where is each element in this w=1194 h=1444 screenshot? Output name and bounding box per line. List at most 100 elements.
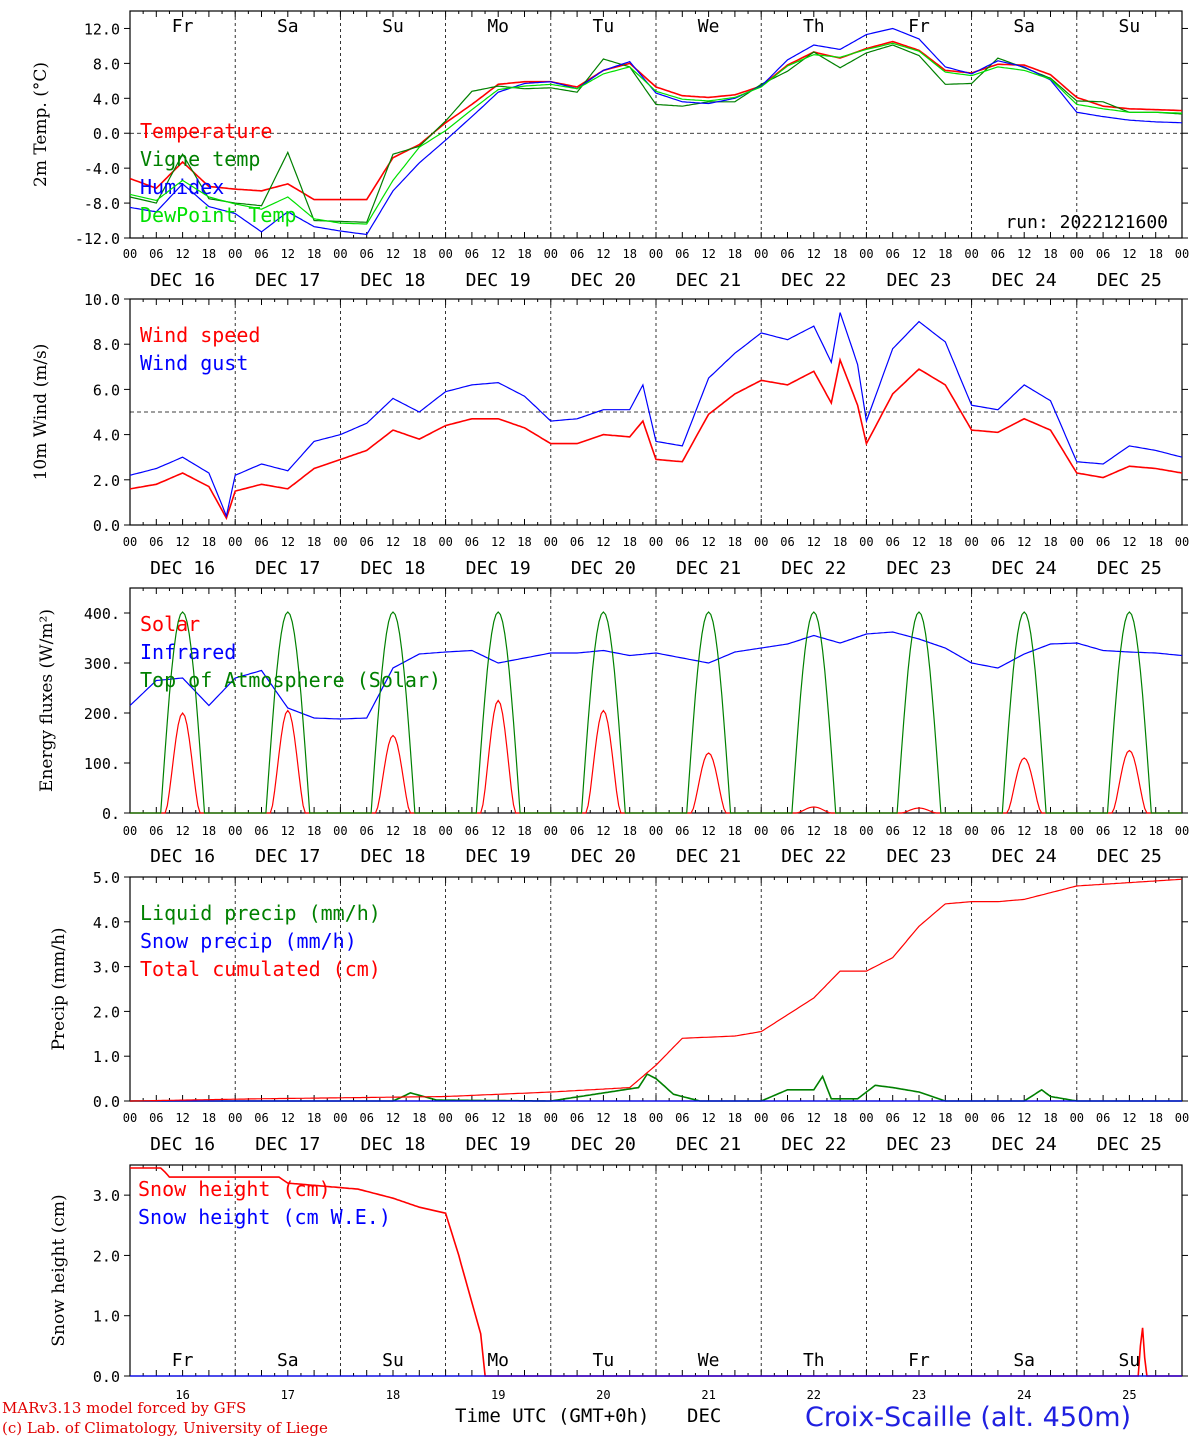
day-label: DEC 20 <box>571 558 636 579</box>
day-number-label: 24 <box>1017 1388 1031 1402</box>
legend-entry: Snow precip (mm/h) <box>140 929 357 953</box>
hour-tick-label: 00 <box>228 824 242 838</box>
hour-tick-label: 00 <box>964 535 978 549</box>
y-tick-label: 1.0 <box>93 1308 120 1326</box>
hour-tick-label: 12 <box>281 824 295 838</box>
hour-tick-label: 18 <box>1148 1111 1162 1125</box>
day-label: DEC 22 <box>781 558 846 579</box>
hour-tick-label: 00 <box>649 535 663 549</box>
hour-tick-label: 06 <box>1096 247 1110 261</box>
hour-tick-label: 06 <box>570 824 584 838</box>
series-line <box>130 611 1182 814</box>
hour-tick-label: 00 <box>333 535 347 549</box>
hour-tick-label: 18 <box>202 535 216 549</box>
y-axis-title: Precip (mm/h) <box>49 927 69 1050</box>
hour-tick-label: 00 <box>123 535 137 549</box>
hour-tick-label: 18 <box>622 535 636 549</box>
hour-tick-label: 00 <box>1070 535 1084 549</box>
hour-tick-label: 06 <box>780 824 794 838</box>
day-number-label: 16 <box>175 1388 189 1402</box>
day-label: DEC 16 <box>150 558 215 579</box>
hour-tick-label: 12 <box>175 247 189 261</box>
day-label: DEC 24 <box>992 846 1057 867</box>
hour-tick-label: 00 <box>1070 1111 1084 1125</box>
series-line <box>130 878 1183 1102</box>
hour-tick-label: 06 <box>885 535 899 549</box>
y-tick-label: 4.0 <box>93 90 120 108</box>
hour-tick-label: 06 <box>254 247 268 261</box>
hour-tick-label: 00 <box>754 535 768 549</box>
legend-entry: Top of Atmosphere (Solar) <box>140 668 441 692</box>
legend-entry: Snow height (cm) <box>138 1177 331 1201</box>
y-tick-label: 10.0 <box>84 291 120 309</box>
y-tick-label: 2.0 <box>93 472 120 490</box>
hour-tick-label: 00 <box>438 535 452 549</box>
hour-tick-label: 00 <box>1175 1111 1189 1125</box>
hour-tick-label: 06 <box>991 1111 1005 1125</box>
hour-tick-label: 06 <box>991 247 1005 261</box>
hour-tick-label: 00 <box>228 535 242 549</box>
legend-entry: Snow height (cm W.E.) <box>138 1205 391 1229</box>
y-tick-label: 2.0 <box>93 1247 120 1265</box>
day-label: DEC 18 <box>360 558 425 579</box>
hour-tick-label: 12 <box>912 535 926 549</box>
weekday-label: Sa <box>1013 1350 1035 1371</box>
hour-tick-label: 06 <box>991 535 1005 549</box>
weekday-label: Sa <box>277 16 299 37</box>
day-number-label: 23 <box>912 1388 926 1402</box>
hour-tick-label: 12 <box>701 824 715 838</box>
weekday-label: We <box>698 16 720 37</box>
day-label: DEC 25 <box>1097 846 1162 867</box>
hour-tick-label: 06 <box>675 247 689 261</box>
y-tick-label: 0.0 <box>93 1368 120 1386</box>
hour-tick-label: 18 <box>307 247 321 261</box>
hour-tick-label: 12 <box>491 247 505 261</box>
legend-entry: Vigne temp <box>140 147 260 171</box>
hour-tick-label: 12 <box>596 1111 610 1125</box>
weekday-label: Fr <box>908 16 930 37</box>
y-tick-label: 400. <box>84 605 120 623</box>
x-axis-month: DEC <box>687 1405 722 1427</box>
hour-tick-label: 00 <box>649 1111 663 1125</box>
day-label: DEC 24 <box>992 558 1057 579</box>
hour-tick-label: 12 <box>1017 824 1031 838</box>
legend-entry: Humidex <box>140 175 224 199</box>
hour-tick-label: 06 <box>780 247 794 261</box>
legend-entry: Liquid precip (mm/h) <box>140 901 381 925</box>
day-label: DEC 19 <box>466 846 531 867</box>
day-label: DEC 18 <box>360 270 425 291</box>
y-tick-label: 4.0 <box>93 427 120 445</box>
y-tick-label: 8.0 <box>93 55 120 73</box>
hour-tick-label: 12 <box>281 1111 295 1125</box>
hour-tick-label: 18 <box>1043 1111 1057 1125</box>
hour-tick-label: 00 <box>859 824 873 838</box>
day-label: DEC 17 <box>255 270 320 291</box>
hour-tick-label: 06 <box>991 824 1005 838</box>
hour-tick-label: 12 <box>596 824 610 838</box>
legend-entry: Wind speed <box>140 323 260 347</box>
hour-tick-label: 06 <box>359 247 373 261</box>
hour-tick-label: 12 <box>701 247 715 261</box>
hour-tick-label: 00 <box>544 535 558 549</box>
hour-tick-label: 00 <box>754 824 768 838</box>
day-label: DEC 16 <box>150 846 215 867</box>
hour-tick-label: 00 <box>1070 247 1084 261</box>
hour-tick-label: 18 <box>412 824 426 838</box>
weekday-label: Fr <box>172 16 194 37</box>
plot-frame <box>129 587 1183 814</box>
weekday-label: Fr <box>908 1350 930 1371</box>
y-tick-label: 12.0 <box>84 20 120 38</box>
weekday-label: Th <box>803 1350 825 1371</box>
hour-tick-label: 12 <box>701 535 715 549</box>
hour-tick-label: 12 <box>1122 535 1136 549</box>
day-number-label: 18 <box>386 1388 400 1402</box>
hour-tick-label: 12 <box>1017 1111 1031 1125</box>
legend-entry: Wind gust <box>140 351 248 375</box>
y-tick-label: 0.0 <box>93 1093 120 1111</box>
weekday-label: Tu <box>593 16 615 37</box>
hour-tick-label: 18 <box>202 1111 216 1125</box>
hour-tick-label: 00 <box>228 1111 242 1125</box>
y-tick-label: 0.0 <box>93 125 120 143</box>
